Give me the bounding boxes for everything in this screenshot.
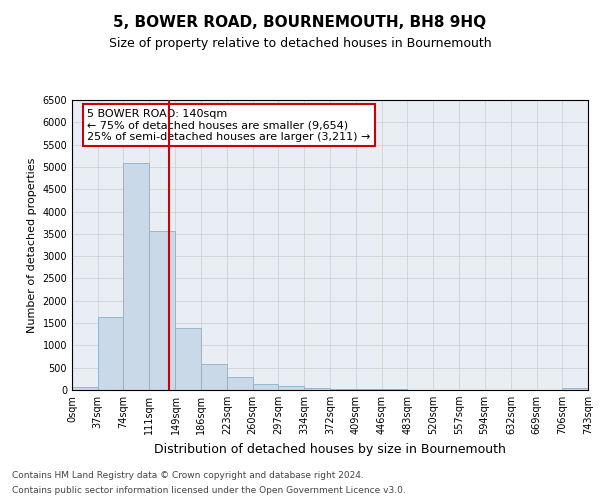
Bar [201,364,227,390]
Y-axis label: Number of detached properties: Number of detached properties [27,158,37,332]
Text: Contains HM Land Registry data © Crown copyright and database right 2024.: Contains HM Land Registry data © Crown c… [12,471,364,480]
Bar [278,386,304,390]
Text: Contains public sector information licensed under the Open Government Licence v3: Contains public sector information licen… [12,486,406,495]
Text: Size of property relative to detached houses in Bournemouth: Size of property relative to detached ho… [109,38,491,51]
Bar [356,389,382,390]
Bar [562,388,588,390]
Bar [124,164,149,390]
Bar [331,388,356,390]
Bar [304,388,329,390]
Bar [253,384,278,390]
Bar [72,387,98,390]
Text: 5 BOWER ROAD: 140sqm
← 75% of detached houses are smaller (9,654)
25% of semi-de: 5 BOWER ROAD: 140sqm ← 75% of detached h… [88,108,371,142]
Bar [98,318,124,390]
Bar [175,328,201,390]
Text: 5, BOWER ROAD, BOURNEMOUTH, BH8 9HQ: 5, BOWER ROAD, BOURNEMOUTH, BH8 9HQ [113,15,487,30]
X-axis label: Distribution of detached houses by size in Bournemouth: Distribution of detached houses by size … [154,442,506,456]
Bar [227,376,253,390]
Bar [149,230,175,390]
